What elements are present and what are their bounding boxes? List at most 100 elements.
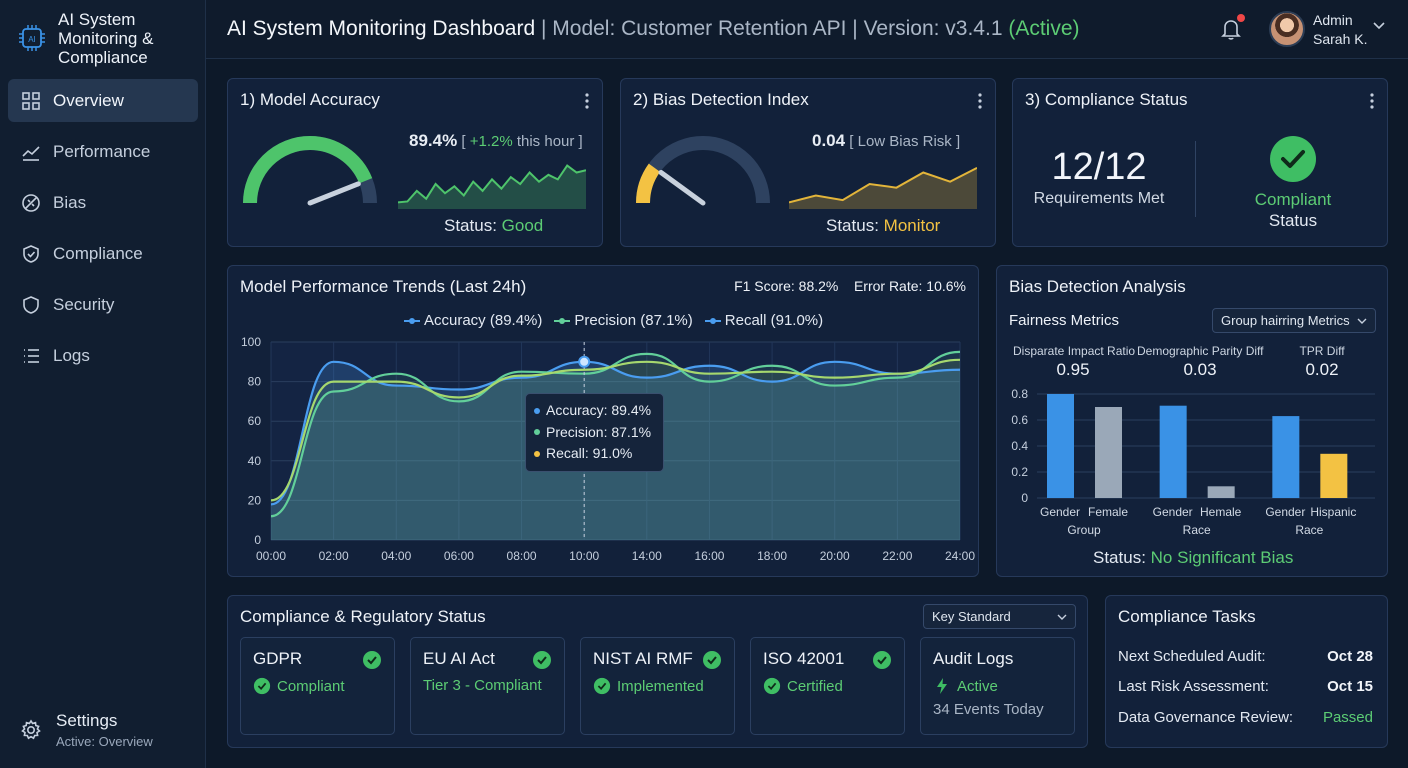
bar-label: Gender [1040, 505, 1080, 519]
svg-text:AI: AI [28, 35, 36, 44]
bar-label: Female [1088, 505, 1128, 519]
y-tick-label: 0.6 [1011, 413, 1028, 427]
accuracy-card: 1) Model Accuracy 89.4% [ +1.2% this hou… [227, 78, 603, 247]
group-label: Race [1295, 523, 1323, 537]
metrics-group-select[interactable]: Group hairring Metrics [1212, 308, 1376, 333]
brand[interactable]: AI AI System Monitoring & Compliance [18, 10, 183, 67]
legend-precision[interactable]: Precision (87.1%) [554, 312, 693, 329]
legend-recall[interactable]: Recall (91.0%) [704, 312, 823, 329]
compliance-status-card: 3) Compliance Status 12/12 Requirements … [1012, 78, 1388, 247]
sidebar-item-compliance[interactable]: Compliance [8, 232, 198, 275]
x-tick-label: 18:00 [757, 549, 787, 563]
standard-gdpr[interactable]: GDPR Compliant [240, 637, 395, 735]
sidebar-item-overview[interactable]: Overview [8, 79, 198, 122]
audit-logs[interactable]: Audit Logs Active 34 Events Today [920, 637, 1075, 735]
trend-icon [22, 145, 40, 161]
more-vertical-icon[interactable] [1369, 92, 1375, 110]
bias-status: Status: Monitor [826, 216, 940, 236]
scale-icon [22, 193, 40, 212]
y-tick-label: 40 [248, 454, 262, 468]
tooltip-recall: Recall: 91.0% [546, 445, 633, 461]
status-label: Status: [826, 216, 879, 235]
sidebar-item-label: Compliance [53, 243, 143, 263]
more-vertical-icon[interactable] [977, 92, 983, 110]
bar-label: Hemale [1200, 505, 1242, 519]
metric-label: Disparate Impact Ratio [1013, 344, 1136, 358]
accuracy-status: Status: Good [444, 216, 543, 236]
notification-badge [1237, 14, 1245, 22]
regulatory-card: Compliance & Regulatory Status Key Stand… [227, 595, 1088, 748]
task-value: Passed [1322, 709, 1373, 726]
bar-label: Gender [1153, 505, 1193, 519]
top-bar: AI System Monitoring Dashboard | Model: … [206, 0, 1408, 59]
user-menu[interactable]: Admin Sarah K. [1313, 11, 1367, 49]
requirements-label: Requirements Met [1033, 190, 1165, 207]
performance-trends-card: Model Performance Trends (Last 24h) F1 S… [227, 265, 979, 577]
sidebar-item-performance[interactable]: Performance [8, 130, 198, 173]
x-tick-label: 00:00 [256, 549, 286, 563]
standard-name: EU AI Act [423, 649, 495, 668]
bell-icon[interactable] [1220, 17, 1242, 41]
chevron-down-icon[interactable] [1373, 22, 1385, 30]
standard-select[interactable]: Key Standard [923, 604, 1076, 629]
x-tick-label: 08:00 [507, 549, 537, 563]
user-name: Sarah K. [1313, 31, 1368, 47]
bias-index-card: 2) Bias Detection Index 0.04 [ Low Bias … [620, 78, 996, 247]
legend-accuracy[interactable]: Accuracy (89.4%) [404, 312, 542, 329]
bar-label: Hispanic [1310, 505, 1356, 519]
avatar[interactable] [1269, 11, 1305, 47]
y-tick-label: 80 [248, 375, 262, 389]
user-role: Admin [1313, 12, 1353, 28]
x-tick-label: 20:00 [820, 549, 850, 563]
settings-button[interactable]: Settings Active: Overview [20, 711, 153, 749]
standard-iso-42001[interactable]: ISO 42001 Certified [750, 637, 905, 735]
bar[interactable] [1095, 407, 1122, 498]
fairness-bar-chart[interactable]: 0 0.2 0.4 0.6 0.8 Gender Female Group Gender Hema… [997, 382, 1387, 542]
status-value: Good [501, 216, 544, 235]
standard-eu-ai-act[interactable]: EU AI Act Tier 3 - Compliant [410, 637, 565, 735]
bar-label: Gender [1265, 505, 1305, 519]
sidebar-item-label: Bias [53, 192, 87, 212]
sidebar-item-bias[interactable]: Bias [8, 181, 198, 224]
status-label: Status: [1093, 548, 1146, 567]
y-tick-label: 0.8 [1011, 387, 1028, 401]
standard-nist-ai-rmf[interactable]: NIST AI RMF Implemented [580, 637, 735, 735]
f1-value: 88.2% [798, 278, 839, 294]
standard-status: Tier 3 - Compliant [423, 677, 542, 694]
sidebar-item-security[interactable]: Security [8, 283, 198, 326]
bar[interactable] [1272, 416, 1300, 498]
bar[interactable] [1320, 453, 1348, 498]
model-name: Model: Customer Retention API [552, 17, 847, 40]
grid-icon [22, 91, 40, 110]
standard-status: Implemented [617, 677, 704, 695]
sparkline-line [398, 164, 586, 204]
settings-label: Settings [56, 711, 118, 730]
task-row: Last Risk Assessment: Oct 15 [1118, 678, 1373, 695]
requirements-block: 12/12 Requirements Met [1031, 147, 1167, 208]
task-row: Data Governance Review: Passed [1118, 709, 1373, 726]
shield-check-icon [23, 244, 39, 263]
trends-summary: F1 Score: 88.2% Error Rate: 10.6% [734, 278, 966, 294]
series-line[interactable] [270, 358, 961, 502]
more-vertical-icon[interactable] [584, 92, 590, 110]
bar[interactable] [1047, 394, 1074, 498]
shield-icon [23, 295, 39, 314]
metric-value: 0.03 [1183, 360, 1217, 379]
status-value: Monitor [883, 216, 941, 235]
metric-value: 0.02 [1305, 360, 1339, 379]
series-line[interactable] [270, 360, 961, 506]
tooltip-accuracy: Accuracy: 89.4% [546, 402, 652, 418]
x-tick-label: 06:00 [444, 549, 474, 563]
standard-status: Compliant [277, 677, 345, 695]
accuracy-gauge [243, 136, 377, 206]
x-tick-label: 04:00 [381, 549, 411, 563]
bias-note: Low Bias Risk [857, 133, 952, 150]
y-tick-label: 100 [241, 335, 261, 349]
sidebar-item-logs[interactable]: Logs [8, 334, 198, 377]
bar[interactable] [1159, 405, 1187, 498]
bar[interactable] [1207, 486, 1235, 498]
standard-name: NIST AI RMF [593, 649, 693, 668]
check-circle-icon [533, 651, 551, 669]
ai-chip-icon: AI [19, 25, 45, 51]
hover-point[interactable] [578, 355, 591, 368]
